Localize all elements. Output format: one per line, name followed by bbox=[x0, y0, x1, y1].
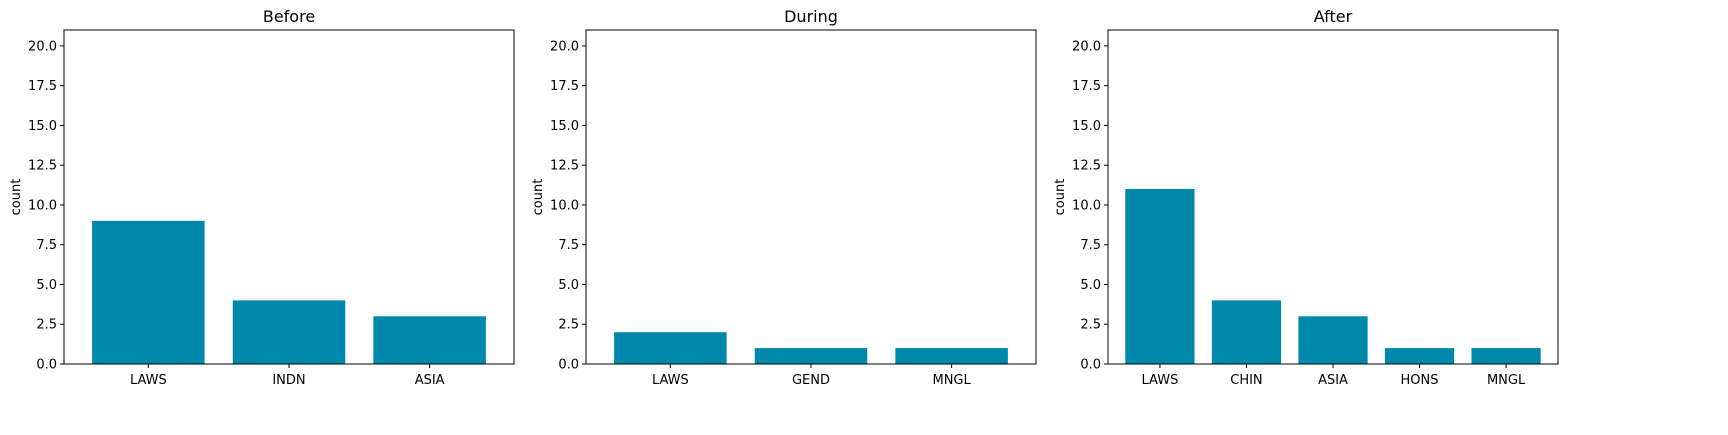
y-tick-label: 20.0 bbox=[1072, 39, 1101, 54]
y-tick-label: 17.5 bbox=[28, 79, 57, 94]
x-tick-label: CHIN bbox=[1230, 373, 1262, 388]
bar bbox=[1211, 300, 1282, 364]
y-tick-label: 20.0 bbox=[550, 39, 579, 54]
chart-title: Before bbox=[263, 7, 315, 26]
x-tick-label: ASIA bbox=[415, 373, 445, 388]
y-tick-label: 5.0 bbox=[36, 278, 57, 293]
y-tick-label: 0.0 bbox=[1080, 358, 1101, 373]
y-tick-label: 17.5 bbox=[1072, 79, 1101, 94]
bar bbox=[92, 220, 205, 364]
y-tick-label: 0.0 bbox=[558, 358, 579, 373]
bar bbox=[614, 332, 727, 364]
bar bbox=[1298, 316, 1368, 364]
y-tick-label: 12.5 bbox=[550, 159, 579, 174]
y-axis-label: count bbox=[1053, 179, 1068, 216]
y-tick-label: 15.0 bbox=[28, 119, 57, 134]
chart-panel-1: 0.0 2.5 5.0 7.5 10.0 12.5 15.0 17.5 20.0 LAWS GEND… bbox=[531, 7, 1037, 388]
x-tick-label: LAWS bbox=[130, 373, 167, 388]
x-tick-label: MNGL bbox=[1487, 373, 1526, 388]
y-axis-label: count bbox=[531, 179, 546, 216]
bar bbox=[895, 348, 1008, 364]
chart-title: During bbox=[784, 7, 838, 26]
y-tick-label: 10.0 bbox=[28, 198, 57, 213]
y-tick-label: 2.5 bbox=[1080, 318, 1101, 333]
y-tick-label: 5.0 bbox=[1080, 278, 1101, 293]
chart-title: After bbox=[1314, 7, 1353, 26]
y-tick-label: 2.5 bbox=[36, 318, 57, 333]
y-tick-label: 20.0 bbox=[28, 39, 57, 54]
x-tick-label: MNGL bbox=[932, 373, 971, 388]
y-tick-label: 7.5 bbox=[36, 238, 57, 253]
bar bbox=[1471, 348, 1541, 364]
y-tick-label: 0.0 bbox=[36, 358, 57, 373]
y-tick-label: 7.5 bbox=[1080, 238, 1101, 253]
y-tick-label: 10.0 bbox=[550, 198, 579, 213]
bar bbox=[1384, 348, 1455, 364]
y-tick-label: 10.0 bbox=[1072, 198, 1101, 213]
x-tick-label: GEND bbox=[792, 373, 830, 388]
bar bbox=[373, 316, 486, 364]
plot-frame bbox=[585, 29, 1037, 365]
bar bbox=[1125, 189, 1195, 364]
y-tick-label: 2.5 bbox=[558, 318, 579, 333]
x-tick-label: LAWS bbox=[652, 373, 689, 388]
y-tick-label: 7.5 bbox=[558, 238, 579, 253]
y-tick-label: 15.0 bbox=[550, 119, 579, 134]
bar bbox=[754, 348, 868, 364]
bar bbox=[232, 300, 346, 364]
x-tick-label: ASIA bbox=[1318, 373, 1348, 388]
y-axis-label: count bbox=[9, 179, 24, 216]
chart-panel-2: 0.0 2.5 5.0 7.5 10.0 12.5 15.0 17.5 20.0 LAWS CHIN… bbox=[1053, 7, 1559, 388]
x-tick-label: HONS bbox=[1401, 373, 1439, 388]
y-tick-label: 12.5 bbox=[28, 159, 57, 174]
y-tick-label: 15.0 bbox=[1072, 119, 1101, 134]
y-tick-label: 17.5 bbox=[550, 79, 579, 94]
y-tick-label: 12.5 bbox=[1072, 159, 1101, 174]
y-tick-label: 5.0 bbox=[558, 278, 579, 293]
chart-panel-0: 0.0 2.5 5.0 7.5 10.0 12.5 15.0 17.5 20.0 LAWS INDN… bbox=[9, 7, 515, 388]
x-tick-label: LAWS bbox=[1142, 373, 1179, 388]
x-tick-label: INDN bbox=[272, 373, 305, 388]
